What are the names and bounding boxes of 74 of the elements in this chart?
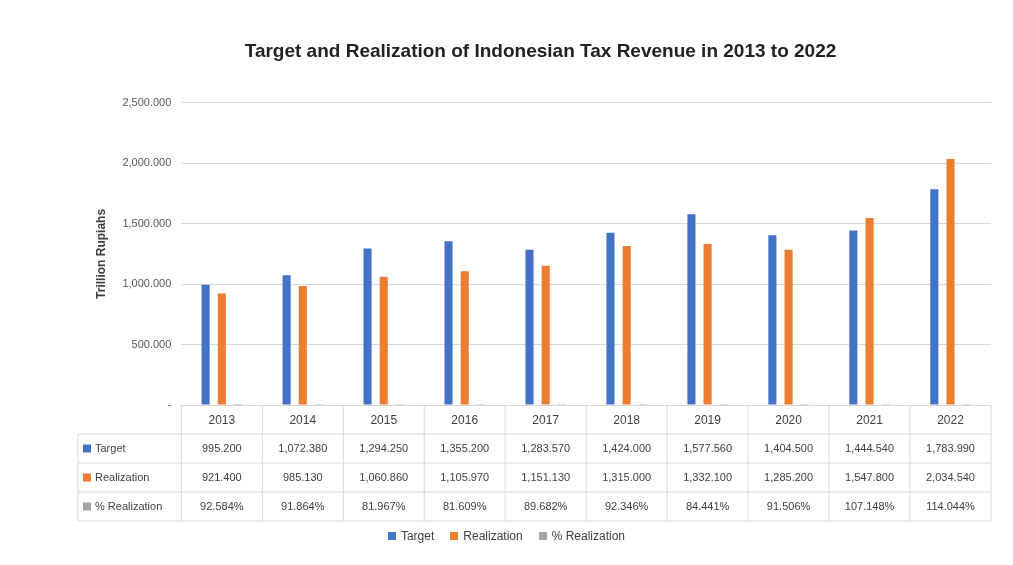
- x-tick-label: 2020: [775, 412, 803, 427]
- bar: [282, 275, 291, 405]
- bar: [525, 249, 534, 405]
- bar: [298, 285, 307, 405]
- data-label: 1,424.000: [602, 441, 652, 454]
- x-tick-label: 2014: [289, 412, 317, 427]
- bar: [460, 271, 469, 405]
- data-label: 1,151.130: [521, 470, 571, 483]
- bar: [201, 284, 210, 405]
- y-tick-label: 500.000: [131, 337, 172, 350]
- y-tick-label: 2,500.000: [122, 95, 172, 108]
- bar: [768, 235, 777, 405]
- bar: [363, 248, 372, 405]
- x-tick-label: 2018: [613, 412, 641, 427]
- data-label: 1,444.540: [845, 441, 895, 454]
- data-label: 1,294.250: [359, 441, 409, 454]
- bar: [379, 276, 388, 405]
- data-label: 1,283.570: [521, 441, 571, 454]
- bar: [622, 246, 631, 405]
- y-tick-label: 2,000.000: [122, 156, 172, 169]
- data-label: 985.130: [282, 470, 323, 483]
- bar: [849, 230, 858, 405]
- x-tick-label: 2015: [370, 412, 398, 427]
- data-label: 1,285.200: [764, 470, 814, 483]
- legend-label: % Realization: [95, 499, 163, 512]
- data-label: 1,783.990: [926, 441, 975, 454]
- y-tick-label: -: [167, 398, 172, 411]
- y-tick-label: 1,000.000: [122, 277, 172, 290]
- data-label: 1,332.100: [683, 470, 733, 483]
- bar: [703, 243, 712, 405]
- data-label: 1,547.800: [845, 470, 895, 483]
- text: % Realization: [551, 529, 626, 543]
- text: Realization: [463, 529, 523, 543]
- bar: [865, 217, 874, 405]
- legend-label: Realization: [95, 470, 150, 483]
- data-label: 92.584%: [200, 499, 244, 512]
- x-tick-label: 2022: [937, 412, 965, 427]
- data-label: 81.609%: [443, 499, 487, 512]
- x-tick-label: 2019: [694, 412, 722, 427]
- data-label: 91.506%: [766, 499, 811, 512]
- data-label: 89.682%: [523, 499, 568, 512]
- data-label: 84.441%: [685, 499, 730, 512]
- data-label: 92.346%: [604, 499, 649, 512]
- chart-title: Target and Realization of Indonesian Tax Revenue in 2013 to 2022: [244, 39, 837, 61]
- x-tick-label: 2017: [532, 412, 560, 427]
- y-axis-title: Trillion Rupiahs: [93, 208, 108, 299]
- x-tick-label: 2021: [856, 412, 884, 427]
- bar: [687, 214, 696, 405]
- bar: [784, 249, 793, 405]
- bar: [606, 232, 615, 405]
- data-label: 107.148%: [844, 499, 895, 512]
- data-label: 1,072.380: [278, 441, 328, 454]
- data-label: 1,060.860: [359, 470, 409, 483]
- x-tick-label: 2013: [208, 412, 236, 427]
- bar: [541, 265, 550, 405]
- data-label: 81.967%: [362, 499, 406, 512]
- bar: [444, 241, 453, 405]
- data-label: 1,577.560: [683, 441, 733, 454]
- data-label: 1,105.970: [440, 470, 490, 483]
- text: Target: [400, 529, 435, 543]
- data-label: 995.200: [201, 441, 242, 454]
- bar: [946, 159, 955, 405]
- y-tick-label: 1,500.000: [122, 216, 172, 229]
- data-label: 1,355.200: [440, 441, 490, 454]
- legend-label: Target: [95, 441, 126, 454]
- data-label: 2,034.540: [926, 470, 975, 483]
- x-tick-label: 2016: [451, 412, 479, 427]
- data-label: 91.864%: [281, 499, 325, 512]
- data-label: 1,404.500: [764, 441, 814, 454]
- data-label: 1,315.000: [602, 470, 652, 483]
- bar: [217, 293, 226, 405]
- data-label: 921.400: [201, 470, 242, 483]
- bar: [930, 189, 939, 405]
- data-label: 114.044%: [926, 499, 976, 512]
